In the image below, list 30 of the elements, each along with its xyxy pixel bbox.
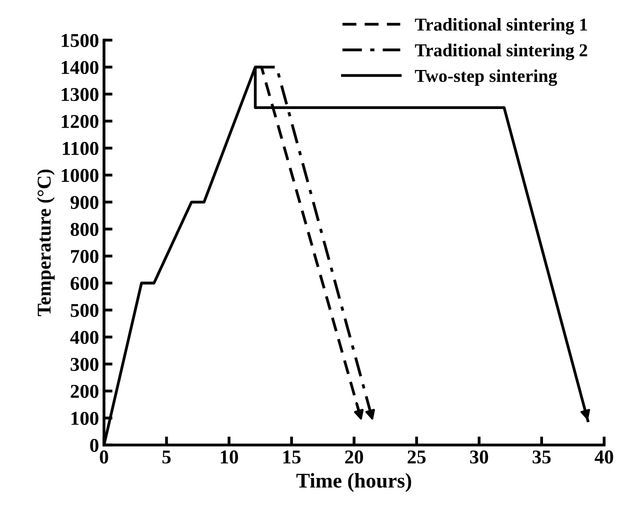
x-tick-label: 5 bbox=[162, 450, 171, 464]
y-tick-label: 500 bbox=[70, 304, 98, 317]
legend-label: Traditional sintering 1 bbox=[414, 18, 587, 35]
x-tick-label: 20 bbox=[345, 450, 364, 464]
y-tick-label: 700 bbox=[71, 250, 98, 264]
y-tick-label: 1500 bbox=[62, 34, 98, 48]
y-tick-label: 1300 bbox=[62, 88, 98, 102]
y-tick-label: 0 bbox=[90, 438, 98, 452]
legend-label: Traditional sintering 2 bbox=[414, 44, 588, 60]
y-tick-label: 1000 bbox=[62, 168, 98, 182]
y-tick-label: 1100 bbox=[62, 142, 98, 156]
y-tick-label: 900 bbox=[70, 196, 98, 210]
y-tick-label: 1400 bbox=[62, 60, 98, 74]
legend-label: Two-step sintering bbox=[414, 69, 558, 86]
x-tick-label: 35 bbox=[532, 450, 551, 464]
y-tick-label: 400 bbox=[70, 330, 98, 344]
y-tick-label: 300 bbox=[70, 358, 98, 371]
x-tick-label: 15 bbox=[283, 450, 301, 464]
x-tick-label: 10 bbox=[220, 450, 238, 464]
x-tick-label: 25 bbox=[408, 450, 426, 464]
y-tick-label: 100 bbox=[72, 412, 98, 425]
x-tick-label: 40 bbox=[594, 450, 614, 464]
y-tick-label: 800 bbox=[70, 222, 98, 236]
x-tick-label: 30 bbox=[470, 450, 488, 464]
x-axis-title: Time (hours) bbox=[296, 473, 412, 492]
y-tick-label: 200 bbox=[70, 384, 98, 398]
x-tick-label: 0 bbox=[100, 450, 108, 464]
y-tick-label: 1200 bbox=[62, 114, 98, 128]
y-tick-label: 600 bbox=[70, 276, 98, 290]
y-axis-title: Temperature (°C) bbox=[37, 170, 55, 316]
